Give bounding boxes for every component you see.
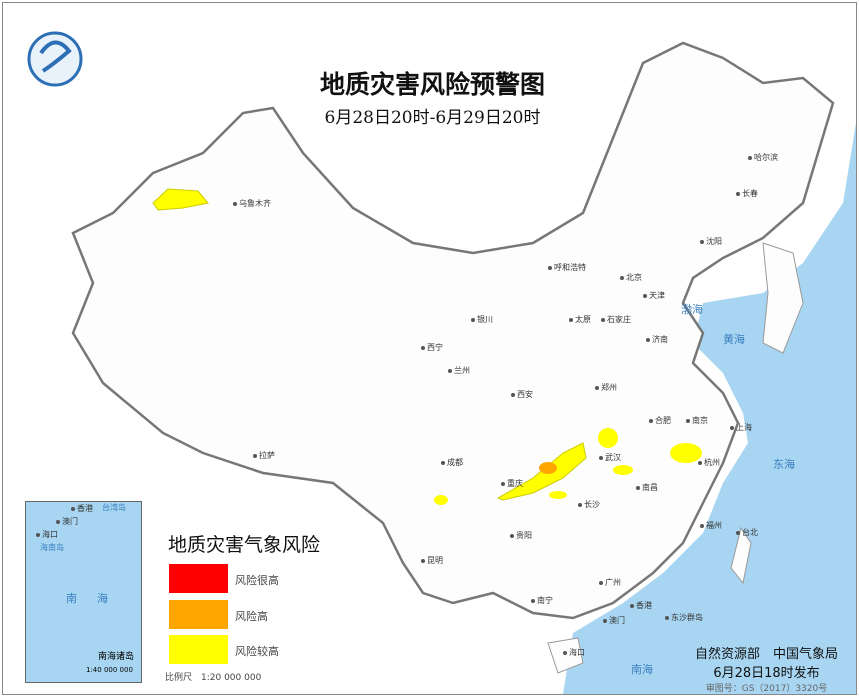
city-label: 福州: [700, 521, 722, 531]
legend-label: 风险很高: [235, 574, 279, 587]
sea-label: 南海: [631, 663, 653, 676]
city-label: 合肥: [649, 416, 671, 426]
city-label: 哈尔滨: [748, 153, 778, 163]
inset-name: 南海诸岛: [98, 652, 135, 662]
city-label: 济南: [646, 335, 668, 345]
city-label: 沈阳: [700, 237, 722, 247]
inset-label: 澳门: [56, 517, 78, 527]
city-label: 南京: [686, 416, 708, 426]
city-label: 天津: [643, 291, 665, 301]
city-label: 太原: [569, 315, 591, 325]
inset-label: 台湾岛: [102, 503, 126, 512]
city-label: 香港: [630, 601, 652, 611]
logo: [27, 31, 83, 87]
city-label: 南昌: [636, 483, 658, 493]
china-outline: [71, 41, 835, 620]
inset-label: 海南岛: [40, 543, 64, 552]
risk-area-xinjiang: [152, 188, 209, 211]
city-label: 南宁: [531, 596, 553, 606]
south-china-sea-inset: 香港 澳门 台湾岛 海口 海南岛 南海 南海诸岛 1:40 000 000: [25, 501, 142, 683]
legend-swatch-relatively-high: [169, 635, 228, 664]
risk-area-high: [539, 462, 557, 474]
city-label: 长沙: [578, 500, 600, 510]
korea: [762, 242, 804, 354]
risk-area-hunan: [613, 465, 633, 475]
city-label: 台北: [736, 528, 758, 538]
city-label: 武汉: [599, 453, 621, 463]
legend-title: 地质灾害气象风险: [168, 534, 321, 556]
city-label: 重庆: [501, 479, 523, 489]
city-label: 贵阳: [510, 531, 532, 541]
legend-label: 风险较高: [235, 645, 279, 658]
risk-area-hubei: [598, 428, 618, 448]
legend-label: 风险高: [235, 610, 268, 623]
sea-label: 东海: [773, 458, 795, 471]
map-subtitle: 6月28日20时-6月29日20时: [324, 108, 541, 128]
taiwan: [730, 526, 752, 585]
map-title: 地质灾害风险预警图: [319, 70, 545, 99]
sea-label: 黄海: [723, 333, 745, 346]
city-label: 西安: [511, 390, 533, 400]
city-label: 长春: [736, 189, 758, 199]
city-label: 澳门: [603, 616, 625, 626]
publisher-block: 自然资源部 中国气象局 6月28日18时发布 审图号：GS（2017）3320号: [695, 643, 838, 694]
risk-area-hunan-west: [549, 491, 567, 499]
publish-time: 6月28日18时发布: [713, 666, 820, 681]
city-label: 上海: [730, 423, 752, 433]
risk-area-anhui: [670, 443, 702, 463]
legend-swatch-high: [169, 600, 228, 629]
inset-label: 南海: [66, 592, 128, 605]
city-label: 广州: [599, 578, 621, 588]
sea-label: 渤海: [681, 303, 703, 316]
inset-scale: 1:40 000 000: [86, 666, 133, 674]
city-label: 兰州: [448, 366, 470, 376]
map-scale: 比例尺 1:20 000 000: [165, 673, 262, 683]
logo-swirl: [39, 40, 72, 73]
legend-swatch-very-high: [169, 564, 228, 593]
publisher-org: 自然资源部 中国气象局: [694, 647, 838, 662]
sea: [563, 123, 856, 694]
city-label: 西宁: [421, 343, 443, 353]
city-label: 银川: [471, 315, 493, 325]
inset-label: 海口: [36, 530, 58, 540]
city-label: 成都: [441, 458, 463, 468]
city-label: 东沙群岛: [665, 613, 703, 623]
city-label: 海口: [563, 648, 585, 658]
city-label: 拉萨: [253, 451, 275, 461]
city-label: 杭州: [698, 458, 720, 468]
city-label: 北京: [620, 273, 642, 283]
city-label: 呼和浩特: [548, 263, 586, 273]
city-label: 昆明: [421, 556, 443, 566]
city-label: 郑州: [595, 383, 617, 393]
city-label: 石家庄: [601, 315, 631, 325]
inset-label: 香港: [71, 504, 93, 514]
approval-number: 审图号：GS（2017）3320号: [705, 684, 828, 694]
city-label: 乌鲁木齐: [233, 199, 271, 209]
risk-area-sichuan: [434, 495, 448, 505]
